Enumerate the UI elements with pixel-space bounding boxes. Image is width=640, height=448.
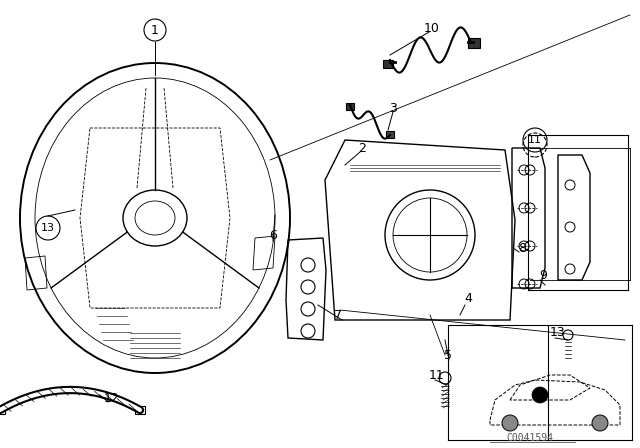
Text: 13: 13 — [41, 223, 55, 233]
Text: 13: 13 — [550, 326, 566, 339]
Text: 7: 7 — [334, 309, 342, 322]
Text: 3: 3 — [389, 102, 397, 115]
Bar — [383, 60, 393, 68]
Text: 10: 10 — [424, 22, 440, 34]
Bar — [0, 406, 5, 414]
Text: 1: 1 — [151, 23, 159, 36]
Circle shape — [532, 387, 548, 403]
Bar — [135, 406, 145, 414]
Circle shape — [502, 415, 518, 431]
Text: 4: 4 — [464, 292, 472, 305]
Circle shape — [592, 415, 608, 431]
Bar — [468, 38, 480, 48]
Text: 2: 2 — [358, 142, 366, 155]
Text: 6: 6 — [269, 228, 277, 241]
Bar — [346, 103, 354, 110]
Text: 11: 11 — [528, 135, 542, 145]
Text: 9: 9 — [539, 268, 547, 281]
Text: 5: 5 — [444, 349, 452, 362]
Text: C0041594: C0041594 — [506, 433, 554, 443]
Text: 8: 8 — [518, 241, 526, 254]
Text: 11: 11 — [429, 369, 445, 382]
Bar — [386, 131, 394, 138]
Text: 12: 12 — [104, 392, 120, 405]
